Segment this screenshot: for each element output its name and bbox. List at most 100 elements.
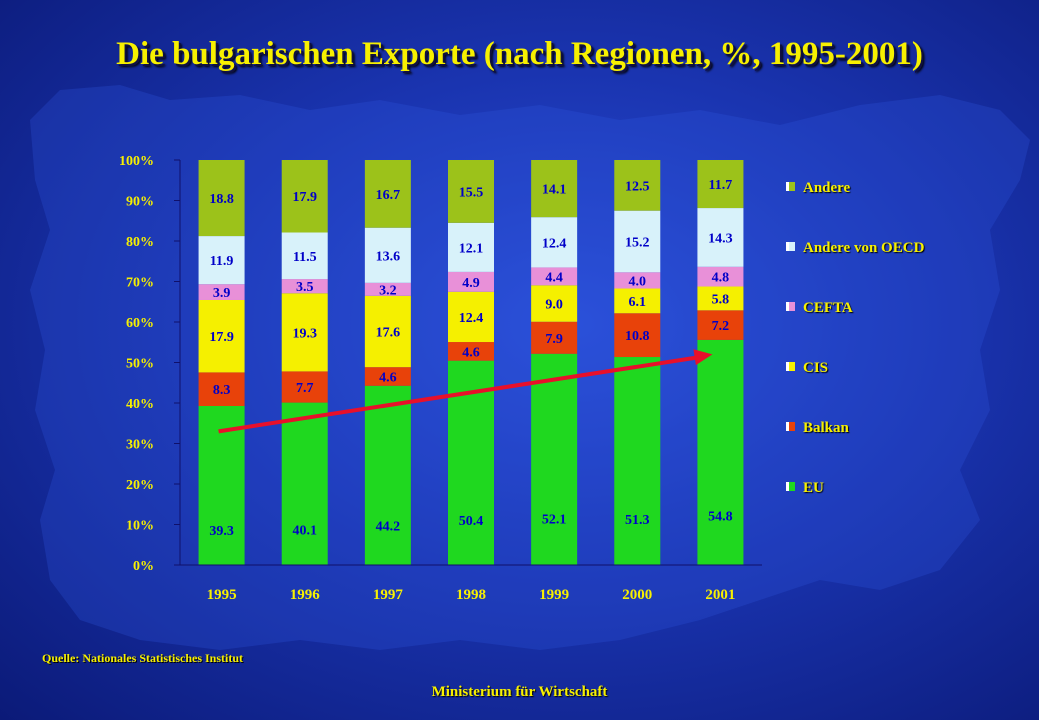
bar-segment-andere-von-oecd — [364, 227, 411, 283]
bar-segment-eu — [697, 339, 744, 565]
bar-segment-cis — [364, 295, 411, 368]
bar-segment-cefta — [448, 271, 494, 292]
data-label: 12.1 — [459, 241, 484, 256]
data-label: 9.0 — [545, 298, 563, 313]
y-tick-label: 60% — [126, 316, 154, 331]
bar-segment-cis — [531, 285, 578, 322]
data-label: 13.6 — [376, 249, 401, 264]
data-label: 17.9 — [292, 190, 317, 205]
y-tick-label: 50% — [126, 357, 154, 372]
data-label: 39.3 — [209, 524, 234, 539]
data-label: 12.5 — [625, 179, 650, 194]
data-label: 50.4 — [459, 514, 484, 529]
x-tick-label: 2001 — [705, 587, 735, 603]
legend-item-balkan: Balkan — [786, 420, 849, 437]
y-tick-label: 70% — [126, 276, 154, 291]
data-label: 5.8 — [712, 292, 730, 307]
trend-arrow-head — [693, 349, 713, 366]
data-label: 12.4 — [542, 236, 567, 251]
bar-segment-cis — [281, 293, 328, 372]
y-tick-label: 30% — [126, 438, 154, 453]
legend-label: Balkan — [803, 420, 849, 436]
bar-segment-balkan — [281, 371, 328, 403]
y-tick-label: 40% — [126, 397, 154, 412]
data-label: 14.3 — [708, 231, 733, 246]
legend-swatch — [786, 182, 795, 191]
legend-item-eu: EU — [786, 480, 824, 497]
legend-label: Andere von OECD — [803, 240, 925, 256]
bar-segment-andere — [198, 160, 245, 237]
bar-segment-andere — [531, 160, 578, 218]
data-label: 17.9 — [209, 330, 234, 345]
data-label: 54.8 — [708, 509, 733, 524]
bar-segment-andere-von-oecd — [198, 236, 245, 285]
bar-segment-andere-von-oecd — [281, 232, 328, 280]
bar-segment-eu — [531, 353, 578, 565]
bar-segment-andere-von-oecd — [614, 210, 661, 273]
footer-ministry: Ministerium für Wirtschaft — [431, 684, 608, 700]
bar-segment-cis — [198, 299, 245, 373]
x-tick-label: 1999 — [539, 587, 569, 603]
data-label: 4.4 — [545, 270, 563, 285]
bar-segment-andere-von-oecd — [697, 208, 744, 267]
data-label: 4.6 — [379, 370, 397, 385]
data-label: 44.2 — [376, 520, 401, 535]
data-label: 6.1 — [629, 295, 647, 310]
data-label: 17.6 — [376, 325, 401, 340]
y-tick-label: 80% — [126, 235, 154, 250]
bar-segment-cis — [448, 291, 494, 343]
data-label: 11.5 — [293, 250, 317, 265]
bar-segment-andere — [614, 160, 661, 211]
data-label: 14.1 — [542, 183, 567, 198]
data-label: 19.3 — [292, 326, 317, 341]
data-label: 11.9 — [210, 254, 234, 269]
y-tick-label: 90% — [126, 195, 154, 210]
data-label: 4.6 — [462, 345, 480, 360]
y-tick-label: 0% — [133, 559, 154, 574]
source-note: Quelle: Nationales Statistisches Institu… — [42, 651, 243, 665]
data-label: 16.7 — [376, 188, 401, 203]
bar-segment-balkan — [448, 342, 494, 361]
data-label: 3.5 — [296, 280, 314, 295]
bar-segment-andere — [697, 160, 744, 209]
legend-label: CEFTA — [803, 300, 853, 316]
bar-segment-cis — [697, 286, 744, 311]
legend-swatch — [786, 422, 795, 431]
bar-segment-balkan — [198, 372, 245, 406]
bar-segment-cefta — [281, 279, 328, 294]
legend-swatch — [786, 362, 795, 371]
data-label: 15.5 — [459, 185, 484, 200]
legend-swatch — [786, 302, 795, 311]
data-label: 7.2 — [712, 319, 730, 334]
bar-segment-balkan — [614, 313, 661, 358]
bar-segment-eu — [614, 357, 661, 565]
bar-segment-cefta — [531, 267, 578, 286]
bar-segment-eu — [281, 402, 328, 565]
x-tick-label: 1996 — [290, 587, 321, 603]
legend-item-cis: CIS — [786, 360, 828, 377]
data-label: 7.7 — [296, 381, 314, 396]
data-label: 51.3 — [625, 513, 650, 528]
legend-item-cefta: CEFTA — [786, 300, 853, 317]
x-tick-label: 2000 — [622, 587, 652, 603]
data-label: 7.9 — [545, 332, 563, 347]
bar-segment-balkan — [364, 367, 411, 386]
data-label: 8.3 — [213, 383, 231, 398]
data-label: 15.2 — [625, 235, 650, 250]
x-tick-label: 1998 — [456, 587, 486, 603]
legend-label: CIS — [803, 360, 829, 376]
bar-segment-eu — [364, 385, 411, 565]
data-label: 3.2 — [379, 283, 397, 298]
legend-item-andere: Andere — [786, 180, 850, 197]
legend-item-andere-von-oecd: Andere von OECD — [786, 240, 924, 257]
bar-segment-cis — [614, 288, 661, 314]
data-label: 12.4 — [459, 311, 484, 326]
data-label: 4.8 — [712, 271, 730, 286]
trend-arrow-line — [218, 354, 705, 434]
data-label: 18.8 — [209, 192, 234, 207]
data-label: 4.9 — [462, 276, 480, 291]
data-label: 11.7 — [709, 178, 733, 193]
data-label: 4.0 — [629, 274, 647, 289]
